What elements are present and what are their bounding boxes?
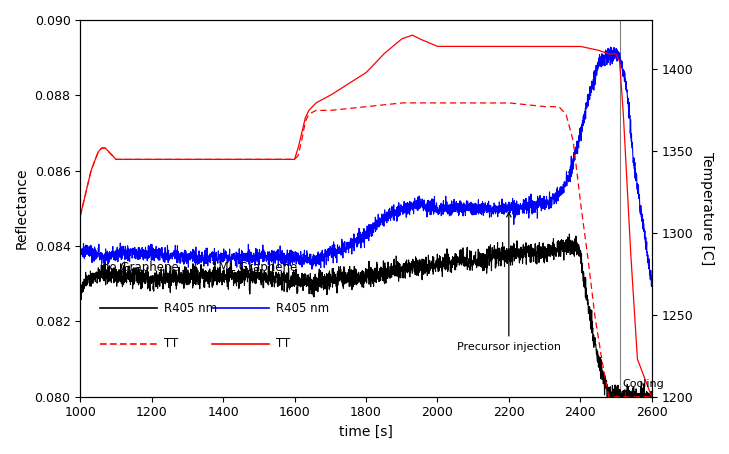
X-axis label: time [s]: time [s]: [339, 425, 393, 439]
Y-axis label: Temperature [C]: Temperature [C]: [700, 152, 714, 265]
Text: R405 nm: R405 nm: [164, 302, 217, 315]
Text: TT: TT: [276, 337, 290, 350]
Text: Precursor injection: Precursor injection: [457, 212, 561, 351]
Text: R405 nm: R405 nm: [276, 302, 329, 315]
Text: 1ML Graphene: 1ML Graphene: [211, 261, 297, 273]
Y-axis label: Reflectance: Reflectance: [15, 168, 29, 249]
Text: TT: TT: [164, 337, 179, 350]
Text: no Graphene: no Graphene: [102, 261, 179, 273]
Text: Cooling: Cooling: [623, 379, 664, 389]
